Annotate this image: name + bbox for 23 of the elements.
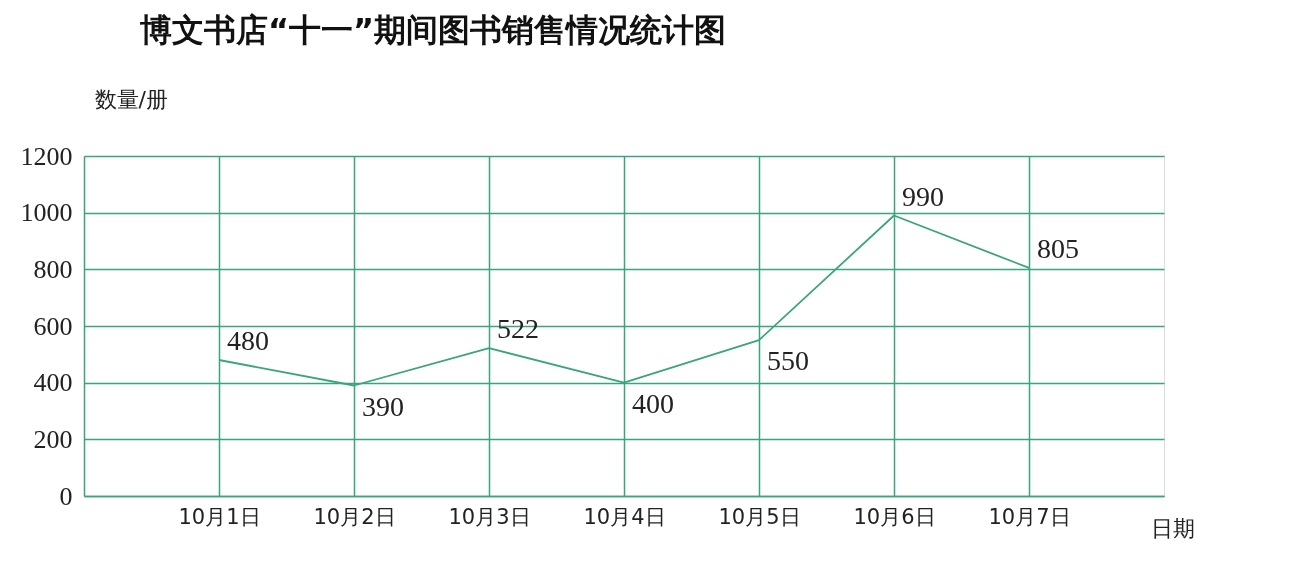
x-axis-title: 日期 xyxy=(1150,515,1195,541)
x-tick-label: 10月3日 xyxy=(448,504,531,529)
x-tick-label: 10月4日 xyxy=(583,504,666,529)
x-tick-label: 10月7日 xyxy=(988,504,1071,529)
y-tick-label: 1200 xyxy=(20,141,73,171)
y-tick-label: 600 xyxy=(33,311,73,341)
x-tick-label: 10月1日 xyxy=(178,504,261,529)
data-label: 990 xyxy=(902,180,944,212)
x-tick-label: 10月5日 xyxy=(718,504,801,529)
y-tick-label: 0 xyxy=(59,481,73,511)
data-label: 400 xyxy=(632,387,674,419)
chart-title: 博文书店“十一”期间图书销售情况统计图 xyxy=(140,11,727,49)
y-tick-label: 400 xyxy=(33,368,73,398)
x-tick-label: 10月6日 xyxy=(853,504,936,529)
y-tick-label: 200 xyxy=(33,424,73,454)
y-tick-label: 1000 xyxy=(20,198,73,228)
data-label: 550 xyxy=(767,345,809,377)
y-axis-title: 数量/册 xyxy=(94,86,168,112)
data-label: 480 xyxy=(227,325,269,356)
x-tick-label: 10月2日 xyxy=(313,504,396,529)
y-tick-label: 800 xyxy=(33,254,73,284)
data-label: 390 xyxy=(362,390,404,422)
data-label: 805 xyxy=(1037,232,1079,264)
